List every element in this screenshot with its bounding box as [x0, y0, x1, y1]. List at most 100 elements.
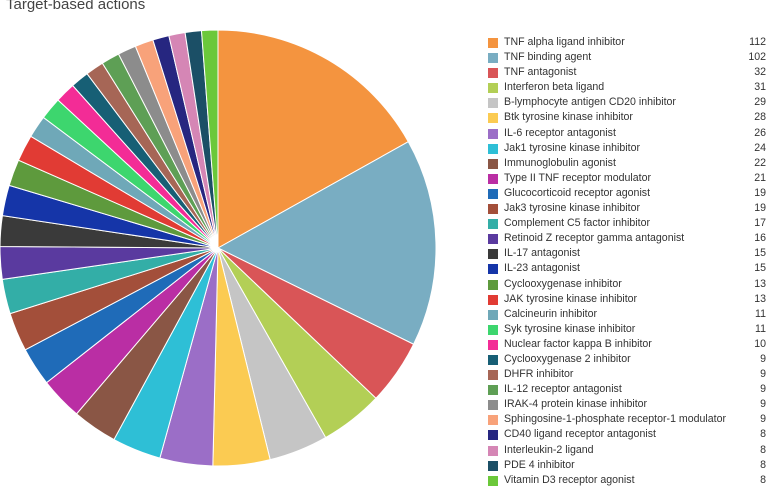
legend-item[interactable]: IL-12 receptor antagonist 9 — [488, 382, 779, 397]
legend-item[interactable]: Cyclooxygenase 2 inhibitor 9 — [488, 352, 779, 367]
legend-label: Type II TNF receptor modulator — [504, 171, 651, 184]
legend-swatch — [488, 249, 498, 260]
legend-label: Jak3 tyrosine kinase inhibitor — [504, 202, 641, 215]
legend-item[interactable]: DHFR inhibitor 9 — [488, 367, 779, 382]
legend-value: 112 — [749, 36, 766, 48]
legend-label: CD40 ligand receptor antagonist — [504, 428, 656, 441]
legend-value: 9 — [760, 413, 766, 426]
legend-item[interactable]: TNF binding agent 102 — [488, 50, 779, 65]
legend-item[interactable]: PDE 4 inhibitor 8 — [488, 458, 779, 473]
legend-label: Jak1 tyrosine kinase inhibitor — [504, 141, 641, 154]
pie-slice[interactable] — [217, 29, 410, 249]
legend-swatch — [488, 415, 498, 426]
legend-swatch — [488, 188, 498, 199]
legend-item[interactable]: IL-23 antagonist 15 — [488, 261, 779, 276]
legend-swatch — [488, 98, 498, 109]
legend-swatch — [488, 128, 498, 139]
legend-label: TNF antagonist — [504, 66, 577, 79]
legend-item[interactable]: IL-6 receptor antagonist 26 — [488, 126, 779, 141]
legend-value: 102 — [748, 51, 766, 64]
legend-value: 8 — [760, 458, 766, 471]
legend-item[interactable]: CD40 ligand receptor antagonist 8 — [488, 427, 779, 442]
legend-item[interactable]: Interleukin-2 ligand 8 — [488, 443, 779, 458]
legend-item[interactable]: Sphingosine-1-phosphate receptor-1 modul… — [488, 412, 779, 427]
legend-item[interactable]: IL-17 antagonist 15 — [488, 246, 779, 261]
legend-label: Interleukin-2 ligand — [504, 443, 594, 456]
legend-value: 11 — [755, 322, 766, 335]
legend-value: 32 — [754, 66, 766, 79]
legend-value: 21 — [754, 171, 766, 184]
legend-item[interactable]: Interferon beta ligand 31 — [488, 80, 779, 95]
chart-legend: TNF alpha ligand inhibitor 112 TNF binding… — [488, 35, 779, 488]
legend-value: 8 — [760, 428, 766, 441]
legend-item[interactable]: Type II TNF receptor modulator 21 — [488, 171, 779, 186]
legend-swatch — [488, 339, 498, 350]
legend-item[interactable]: Retinoid Z receptor gamma antagonist 16 — [488, 231, 779, 246]
legend-swatch — [488, 264, 498, 275]
legend-value: 31 — [754, 81, 766, 94]
legend-value: 28 — [754, 111, 766, 124]
legend-item[interactable]: Btk tyrosine kinase inhibitor 28 — [488, 110, 779, 125]
legend-label: IL-6 receptor antagonist — [504, 126, 616, 139]
legend-label: Complement C5 factor inhibitor — [504, 217, 651, 230]
legend-swatch — [488, 83, 498, 94]
legend-value: 19 — [754, 186, 766, 199]
legend-swatch — [488, 68, 498, 79]
legend-swatch — [488, 475, 498, 486]
legend-value: 13 — [754, 277, 766, 290]
legend-value: 9 — [760, 398, 766, 411]
legend-item[interactable]: Immunoglobulin agonist 22 — [488, 156, 779, 171]
legend-swatch — [488, 430, 498, 441]
legend-item[interactable]: Glucocorticoid receptor agonist 19 — [488, 186, 779, 201]
legend-label: B-lymphocyte antigen CD20 inhibitor — [504, 96, 676, 109]
legend-item[interactable]: JAK tyrosine kinase inhibitor 13 — [488, 292, 779, 307]
legend-swatch — [488, 309, 498, 320]
legend-item[interactable]: Complement C5 factor inhibitor 17 — [488, 216, 779, 231]
legend-value: 15 — [754, 247, 766, 260]
legend-label: IL-17 antagonist — [504, 247, 580, 260]
legend-label: JAK tyrosine kinase inhibitor — [504, 292, 638, 305]
legend-item[interactable]: B-lymphocyte antigen CD20 inhibitor 29 — [488, 95, 779, 110]
legend-value: 22 — [754, 156, 766, 169]
legend-item[interactable]: Jak3 tyrosine kinase inhibitor 19 — [488, 201, 779, 216]
legend-item[interactable]: Nuclear factor kappa B inhibitor 10 — [488, 337, 779, 352]
legend-swatch — [488, 219, 498, 230]
legend-item[interactable]: TNF antagonist 32 — [488, 65, 779, 80]
legend-swatch — [488, 38, 498, 48]
legend-label: Vitamin D3 receptor agonist — [504, 473, 635, 486]
legend-label: Calcineurin inhibitor — [504, 307, 598, 320]
legend-value: 24 — [754, 141, 766, 154]
legend-label: Syk tyrosine kinase inhibitor — [504, 322, 636, 335]
legend-swatch — [488, 53, 498, 64]
legend-label: IL-12 receptor antagonist — [504, 383, 622, 396]
legend-value: 15 — [754, 262, 766, 275]
legend-swatch — [488, 385, 498, 396]
legend-value: 16 — [754, 232, 766, 245]
legend-label: Nuclear factor kappa B inhibitor — [504, 337, 652, 350]
legend-value: 26 — [754, 126, 766, 139]
legend-item[interactable]: Vitamin D3 receptor agonist 8 — [488, 473, 779, 488]
legend-swatch — [488, 460, 498, 471]
legend-label: Btk tyrosine kinase inhibitor — [504, 111, 633, 124]
legend-label: Immunoglobulin agonist — [504, 156, 616, 169]
legend-item[interactable]: IRAK-4 protein kinase inhibitor 9 — [488, 397, 779, 412]
legend-item[interactable]: Calcineurin inhibitor 11 — [488, 307, 779, 322]
legend-swatch — [488, 294, 498, 305]
legend-value: 9 — [760, 383, 766, 396]
legend-label: Retinoid Z receptor gamma antagonist — [504, 232, 685, 245]
legend-swatch — [488, 173, 498, 184]
legend-item[interactable]: TNF alpha ligand inhibitor 112 — [488, 35, 779, 50]
legend-item[interactable]: Cyclooxygenase inhibitor 13 — [488, 277, 779, 292]
legend-label: TNF alpha ligand inhibitor — [504, 36, 625, 48]
legend-swatch — [488, 400, 498, 411]
legend-item[interactable]: Jak1 tyrosine kinase inhibitor 24 — [488, 141, 779, 156]
legend-label: Glucocorticoid receptor agonist — [504, 186, 651, 199]
legend-item[interactable]: Syk tyrosine kinase inhibitor 11 — [488, 322, 779, 337]
pie-slice[interactable] — [200, 29, 219, 249]
legend-swatch — [488, 204, 498, 215]
pie-chart — [0, 29, 437, 467]
legend-swatch — [488, 279, 498, 290]
pie-slice[interactable] — [216, 141, 437, 345]
legend-label: Cyclooxygenase 2 inhibitor — [504, 352, 631, 365]
legend-value: 17 — [754, 217, 766, 230]
